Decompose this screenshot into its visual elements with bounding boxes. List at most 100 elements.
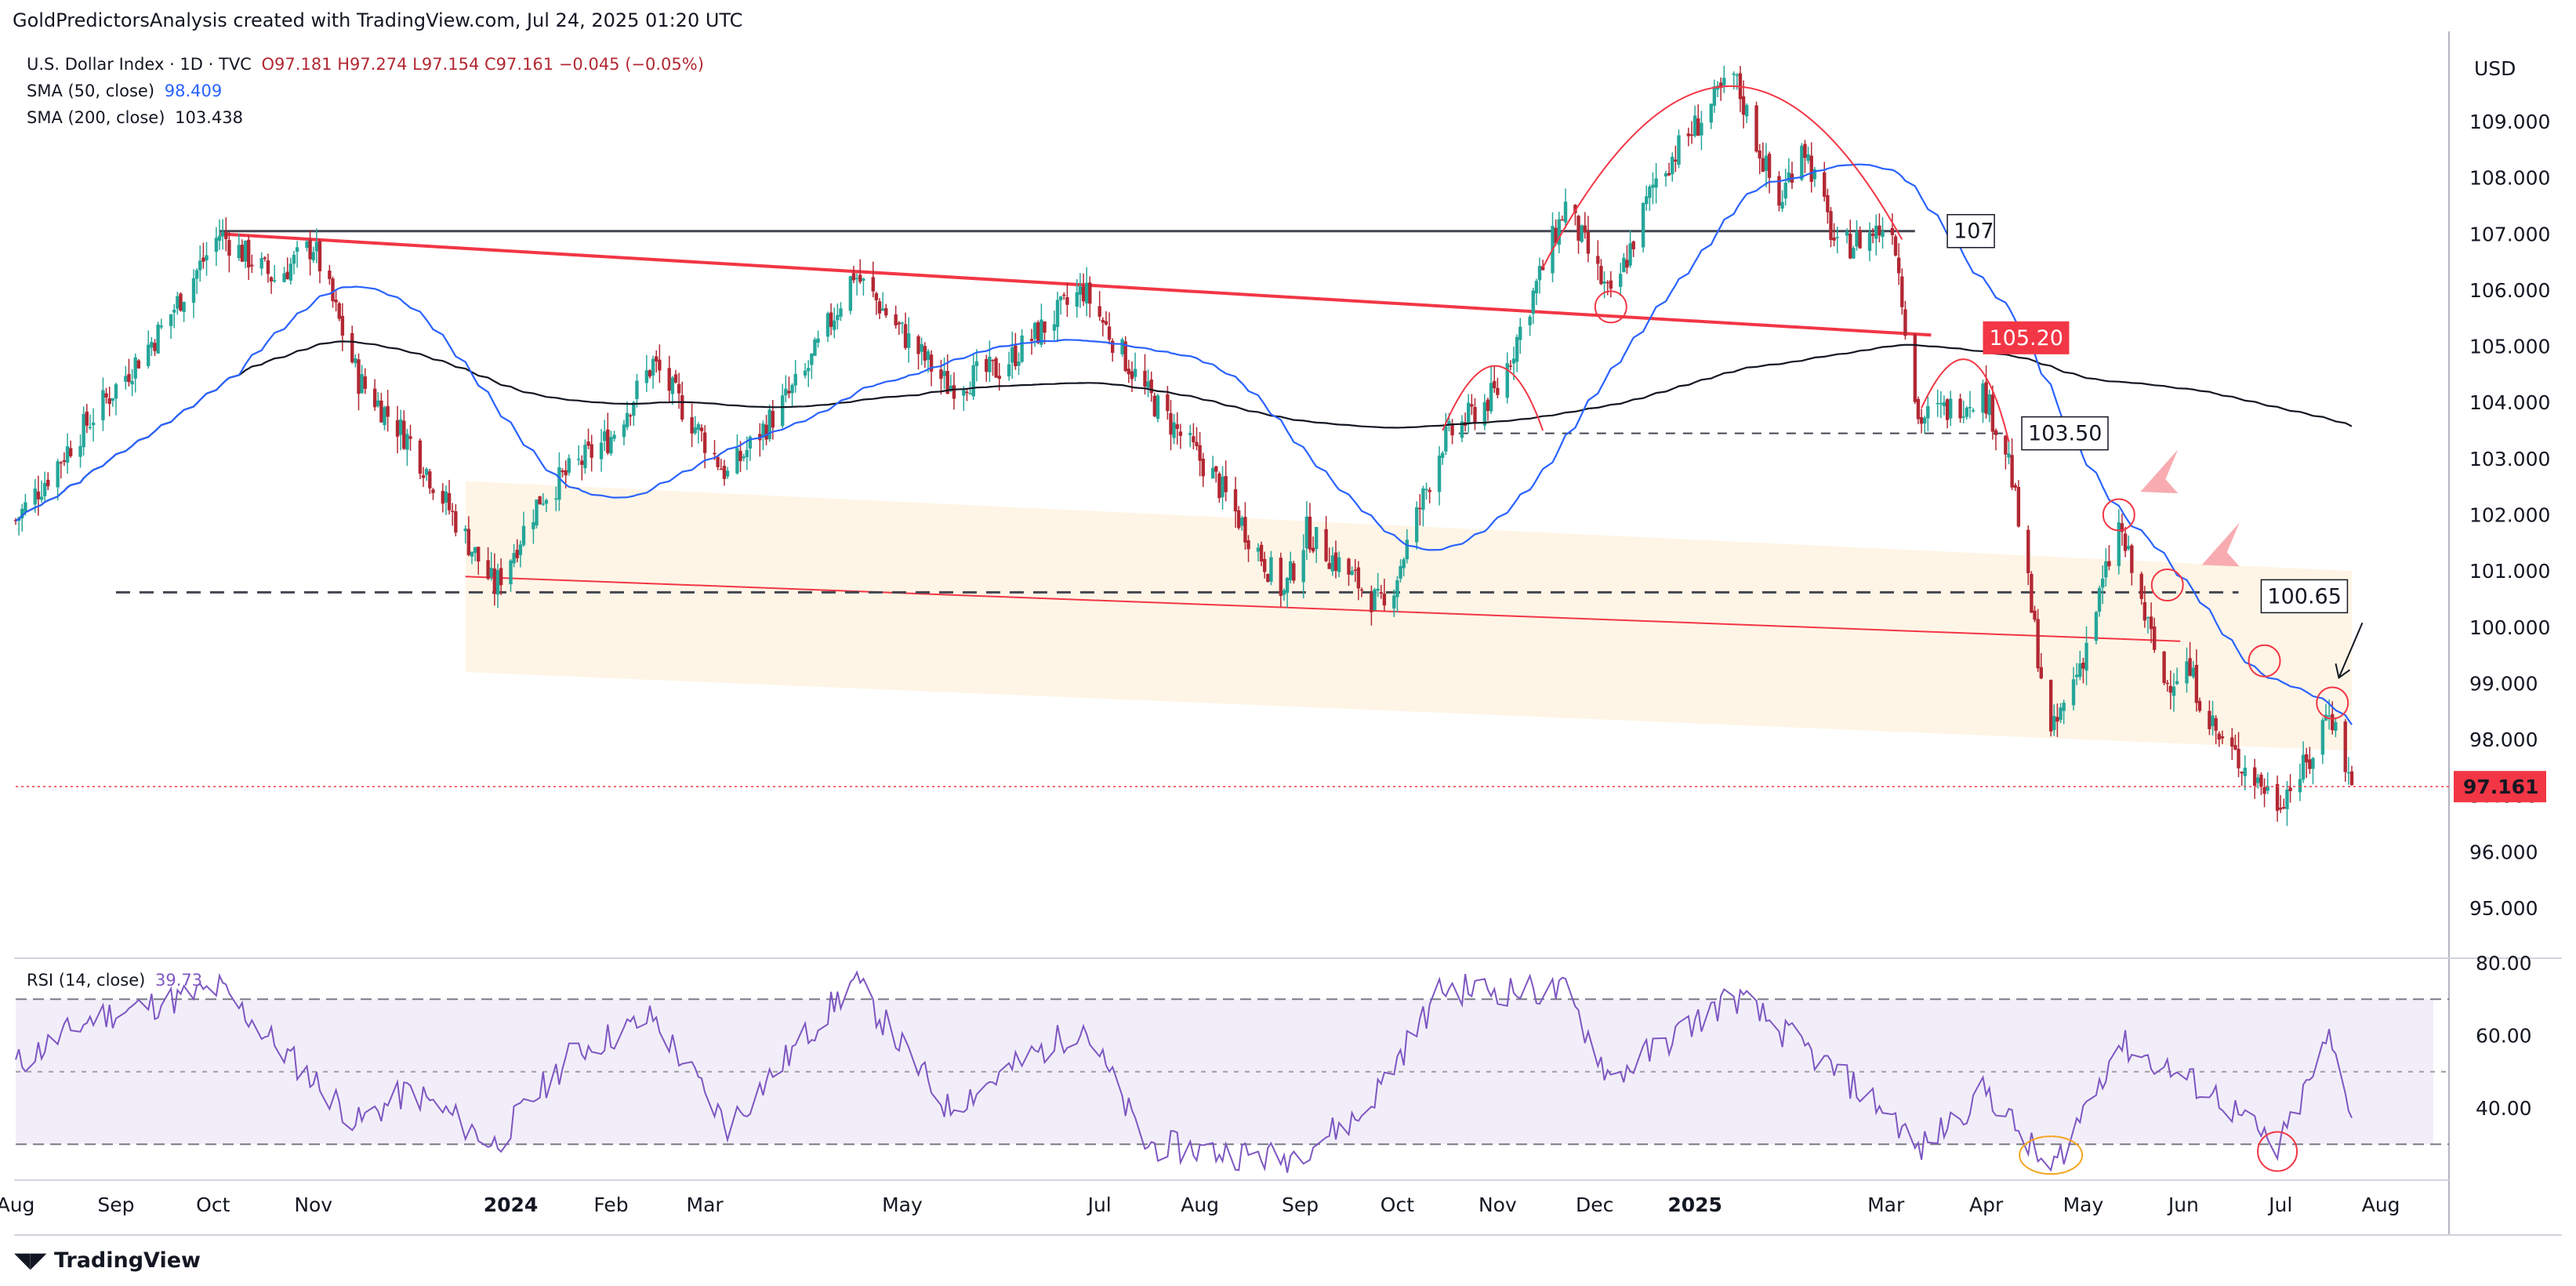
price-tick-label: 99.000 — [2469, 672, 2538, 695]
sma50-legend[interactable]: SMA (50, close) 98.409 — [27, 82, 222, 100]
candle — [68, 440, 73, 458]
candle — [612, 430, 616, 442]
candle — [395, 405, 400, 454]
candle — [1764, 143, 1769, 188]
candle — [1761, 142, 1765, 173]
candle-body — [2240, 772, 2244, 774]
candle-body — [1867, 232, 1872, 251]
candle-body — [20, 508, 24, 519]
candle-body — [1444, 426, 1448, 452]
candle-body — [1333, 552, 1338, 571]
candle-body — [1424, 489, 1428, 490]
candle-body — [2331, 714, 2335, 731]
candle — [1246, 535, 1250, 562]
candle-body — [182, 302, 186, 312]
candle-body — [825, 313, 830, 337]
candle — [1741, 80, 1746, 129]
candle-body — [240, 245, 245, 262]
rsi-value: 39.73 — [155, 971, 203, 990]
candle-body — [1496, 387, 1500, 395]
candle — [1214, 465, 1218, 483]
candle-body — [713, 452, 717, 455]
candle — [858, 259, 862, 284]
candle-body — [1987, 394, 1991, 416]
candle-body — [833, 320, 836, 330]
candle-body — [2036, 619, 2040, 669]
candle-body — [968, 393, 972, 395]
candle — [2214, 715, 2218, 745]
candle-body — [580, 460, 584, 465]
candle-body — [586, 441, 590, 446]
label-107[interactable]: 107 — [1947, 213, 1995, 249]
label-105-20[interactable]: 105.20 — [1983, 321, 2070, 354]
candle-body — [1586, 231, 1591, 254]
candle-body — [1826, 194, 1830, 213]
candle-body — [1450, 423, 1454, 436]
candle — [1855, 220, 1859, 251]
candle-body — [127, 373, 131, 383]
candle — [1508, 360, 1513, 371]
touch-circle — [2150, 569, 2184, 602]
candle — [1350, 566, 1354, 576]
top-arc-apr — [1921, 358, 2010, 442]
candle — [386, 390, 390, 432]
candle — [2010, 438, 2014, 491]
candle — [1563, 188, 1568, 228]
candle-body — [486, 560, 490, 579]
candle — [829, 303, 833, 336]
rsi-legend[interactable]: RSI (14, close) 39.73 — [27, 971, 202, 990]
candle-body — [1777, 176, 1781, 206]
candle-body — [1806, 154, 1810, 161]
resistance-trendline[interactable] — [219, 232, 1932, 337]
support-trendline[interactable] — [465, 576, 2181, 642]
tradingview-logo[interactable]: ◥◤ TradingView — [14, 1248, 201, 1273]
candle-body — [305, 241, 309, 249]
candle — [2084, 626, 2088, 685]
candle — [2243, 755, 2247, 790]
candle — [1560, 215, 1565, 221]
candle-body — [974, 361, 979, 366]
candle — [1311, 536, 1315, 554]
candle — [1829, 206, 1833, 248]
candle-body — [1671, 156, 1674, 175]
candle — [1961, 400, 1965, 423]
sma50-label: SMA (50, close) — [27, 82, 155, 100]
candle — [803, 363, 807, 379]
candle — [360, 365, 364, 394]
candle — [625, 401, 629, 430]
candle — [1835, 227, 1839, 254]
candle-body — [1605, 282, 1609, 284]
candle-body — [2298, 779, 2302, 793]
candle — [1392, 589, 1396, 617]
candle-body — [1337, 557, 1341, 572]
candle-body — [1224, 476, 1228, 492]
symbol-legend[interactable]: U.S. Dollar Index · 1D · TVC O97.181 H97… — [27, 55, 704, 74]
candle-body — [1156, 395, 1160, 420]
candle-body — [1764, 155, 1769, 171]
candle-body — [2104, 561, 2108, 578]
candle-body — [1402, 559, 1406, 569]
candle — [1806, 146, 1810, 164]
sma200-legend[interactable]: SMA (200, close) 103.438 — [27, 108, 243, 127]
candle — [784, 375, 788, 403]
candle — [1007, 351, 1011, 381]
rsi-line[interactable] — [15, 970, 2353, 1173]
label-103-50[interactable]: 103.50 — [2021, 416, 2109, 451]
candle — [1900, 268, 1904, 315]
candle — [2052, 704, 2056, 736]
candle-body — [2100, 578, 2105, 588]
candle-body — [1563, 202, 1568, 223]
sma50-line[interactable] — [15, 163, 2353, 725]
candle-body — [282, 273, 286, 282]
sma200-line[interactable] — [15, 340, 2353, 521]
candle — [1017, 352, 1021, 376]
candle — [1689, 121, 1694, 144]
candle-body — [1645, 196, 1649, 205]
candle — [224, 217, 228, 252]
candle — [2033, 605, 2037, 623]
candle — [1790, 162, 1794, 190]
candle — [62, 452, 67, 467]
candle — [176, 291, 180, 315]
label-100-65[interactable]: 100.65 — [2260, 579, 2349, 614]
